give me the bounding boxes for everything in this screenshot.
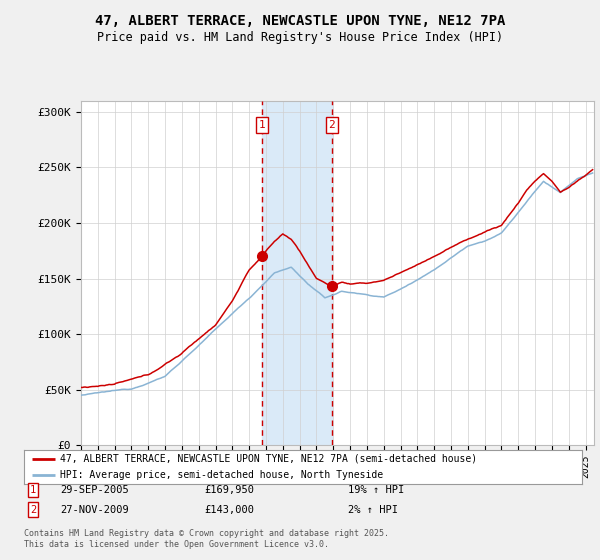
Text: 2: 2 [329,120,335,130]
Text: £143,000: £143,000 [204,505,254,515]
Text: 47, ALBERT TERRACE, NEWCASTLE UPON TYNE, NE12 7PA (semi-detached house): 47, ALBERT TERRACE, NEWCASTLE UPON TYNE,… [60,454,478,464]
Text: 27-NOV-2009: 27-NOV-2009 [60,505,129,515]
Text: 2: 2 [30,505,36,515]
Text: £169,950: £169,950 [204,485,254,495]
Text: 1: 1 [30,485,36,495]
Text: 19% ↑ HPI: 19% ↑ HPI [348,485,404,495]
Text: Price paid vs. HM Land Registry's House Price Index (HPI): Price paid vs. HM Land Registry's House … [97,31,503,44]
Text: 29-SEP-2005: 29-SEP-2005 [60,485,129,495]
Text: 47, ALBERT TERRACE, NEWCASTLE UPON TYNE, NE12 7PA: 47, ALBERT TERRACE, NEWCASTLE UPON TYNE,… [95,14,505,28]
Bar [262,101,332,445]
Text: 1: 1 [259,120,265,130]
Text: HPI: Average price, semi-detached house, North Tyneside: HPI: Average price, semi-detached house,… [60,470,383,480]
Text: 2% ↑ HPI: 2% ↑ HPI [348,505,398,515]
Text: Contains HM Land Registry data © Crown copyright and database right 2025.
This d: Contains HM Land Registry data © Crown c… [24,529,389,549]
